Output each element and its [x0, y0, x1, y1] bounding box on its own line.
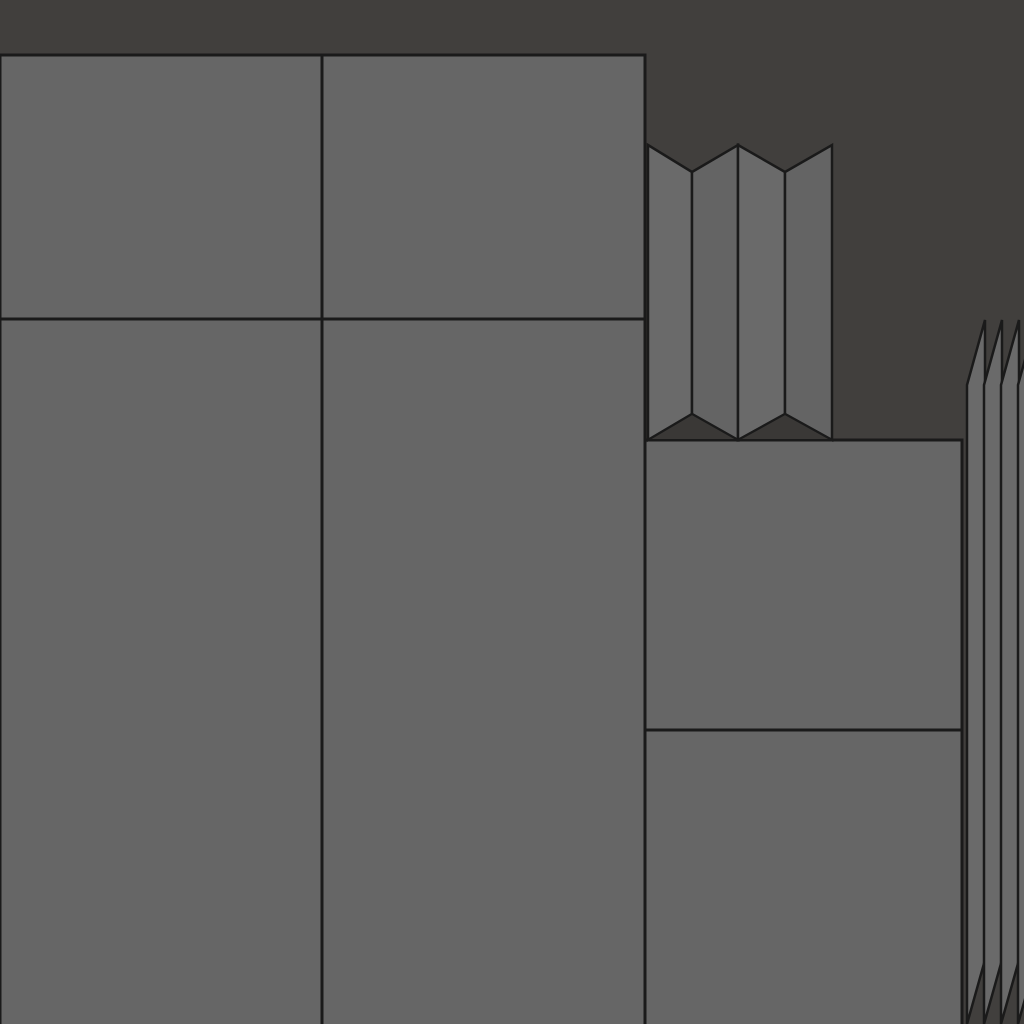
cell-bottom-left[interactable] [0, 317, 324, 1024]
fin-4[interactable] [1016, 320, 1024, 1024]
accordion-face-4[interactable] [783, 142, 834, 443]
stack-lower[interactable] [643, 728, 964, 1024]
notch-shadow-left [644, 412, 742, 441]
fin-2[interactable] [982, 319, 1004, 1024]
accordion-bottom-notches [644, 412, 833, 441]
stack-upper[interactable] [643, 438, 964, 732]
accordion-fold-panel [646, 142, 834, 443]
cell-top-right[interactable] [320, 53, 647, 321]
left-panel-grid [0, 53, 647, 1024]
right-panel-stack [643, 438, 964, 1024]
fin-3[interactable] [999, 319, 1021, 1024]
vertical-fin-array [965, 319, 1024, 1024]
notch-shadow-right [737, 412, 833, 441]
fin-1[interactable] [965, 319, 987, 1024]
cell-top-left[interactable] [0, 53, 324, 321]
accordion-face-2[interactable] [690, 142, 740, 443]
accordion-face-3[interactable] [736, 142, 787, 443]
accordion-face-1[interactable] [646, 142, 694, 443]
cell-bottom-right[interactable] [320, 317, 647, 1024]
